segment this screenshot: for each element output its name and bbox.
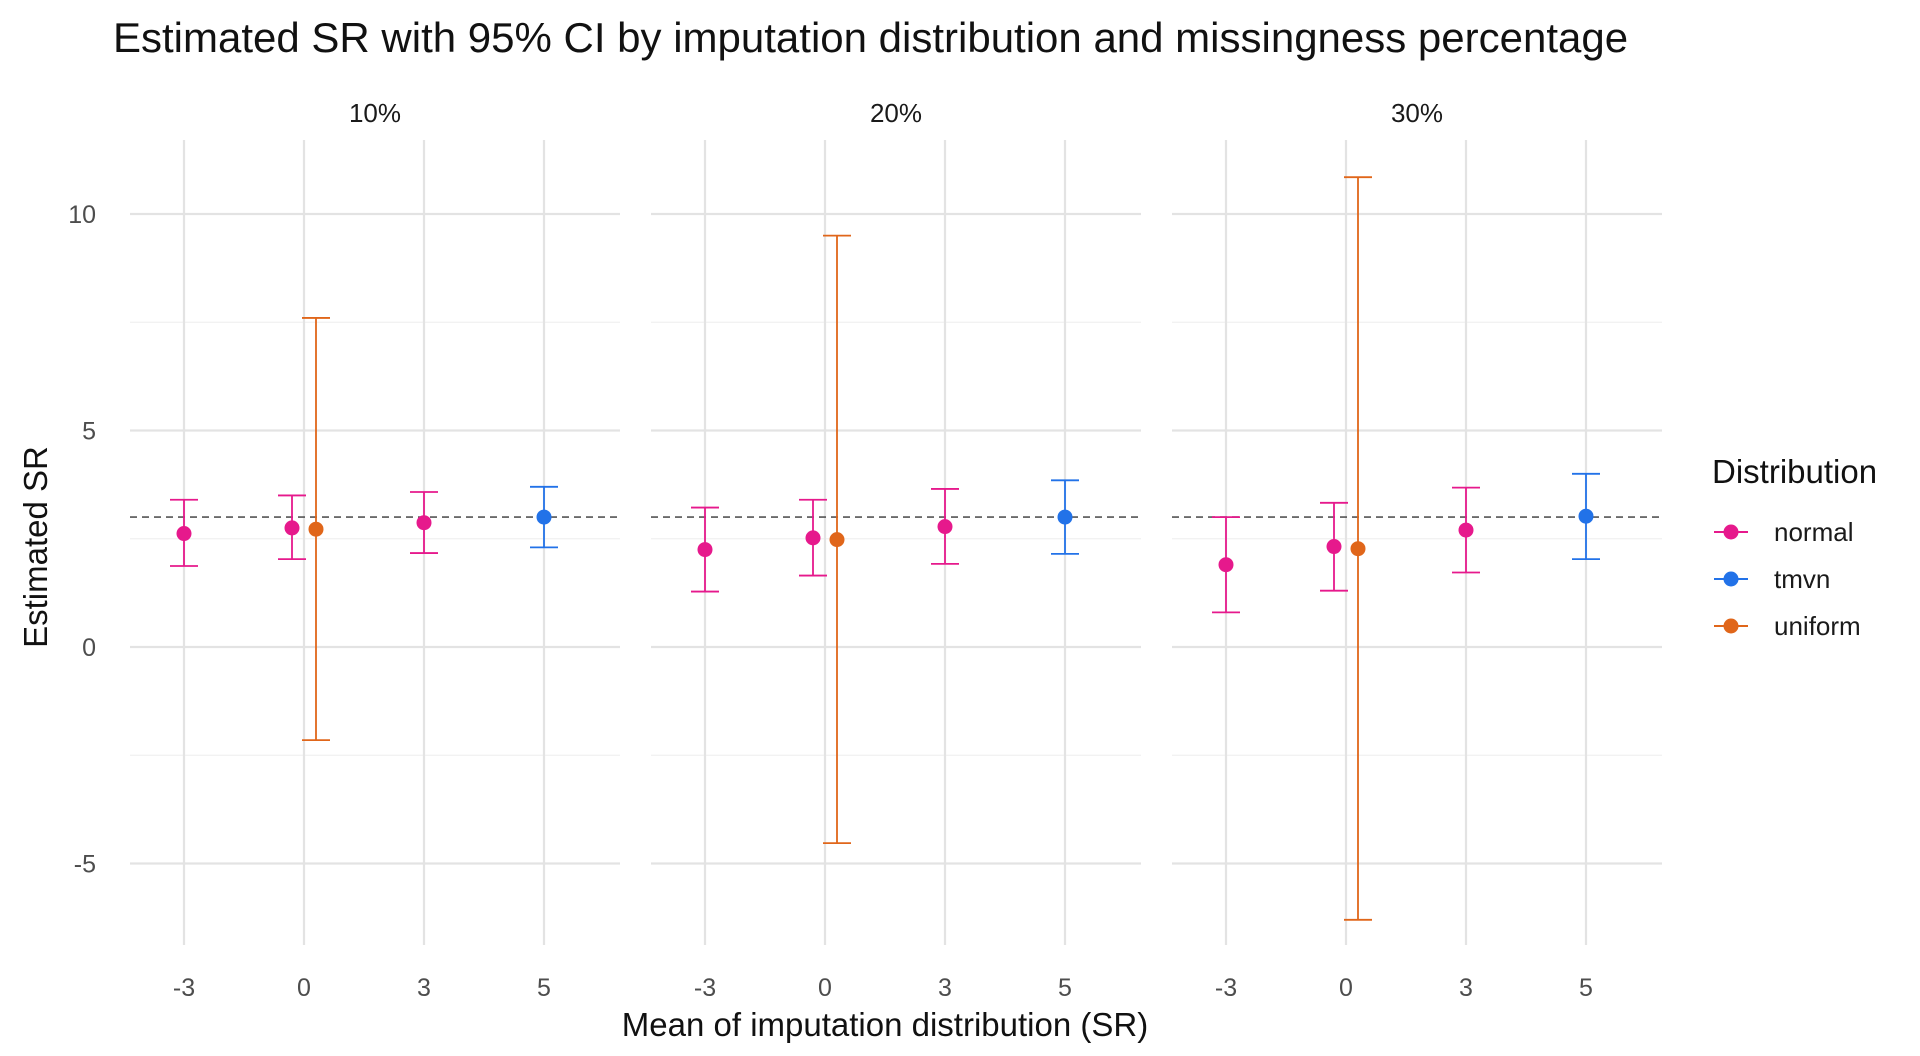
data-point (1326, 539, 1342, 555)
x-tick-label: -3 (173, 974, 195, 1002)
y-axis-ticks: -5 0 5 10 (68, 201, 96, 879)
x-tick-label: 0 (1339, 974, 1353, 1002)
data-point (308, 521, 324, 537)
x-tick-label: 0 (297, 974, 311, 1002)
data-point (536, 509, 552, 525)
x-tick-label: 3 (1459, 974, 1473, 1002)
y-tick-label: -5 (74, 851, 96, 879)
facet-label: 30% (1391, 98, 1443, 128)
legend-entry: normal (1714, 517, 1853, 547)
x-tick-label: 3 (938, 974, 952, 1002)
facet-panel: -3 0 3 5 10% (130, 98, 620, 1002)
x-tick-label: 0 (818, 974, 832, 1002)
chart-title: Estimated SR with 95% CI by imputation d… (113, 14, 1628, 61)
legend-key-point (1723, 618, 1739, 634)
legend-key-point (1723, 524, 1739, 540)
data-point (1578, 508, 1594, 524)
x-tick-label: 3 (417, 974, 431, 1002)
legend: Distribution normal tmvn uniform (1712, 453, 1877, 641)
legend-label: normal (1774, 517, 1853, 547)
data-point (937, 519, 953, 535)
y-tick-label: 0 (82, 634, 96, 662)
legend-entry: uniform (1714, 611, 1861, 641)
legend-title: Distribution (1712, 453, 1877, 490)
data-point (1218, 557, 1234, 573)
data-point (1350, 541, 1366, 557)
facet-label: 20% (870, 98, 922, 128)
x-tick-label: -3 (1215, 974, 1237, 1002)
legend-label: tmvn (1774, 564, 1830, 594)
x-tick-label: 5 (1579, 974, 1593, 1002)
data-point (697, 542, 713, 558)
y-axis-title: Estimated SR (17, 446, 54, 648)
legend-key-point (1723, 571, 1739, 587)
data-point (416, 515, 432, 531)
y-tick-label: 5 (82, 418, 96, 446)
x-axis-title: Mean of imputation distribution (SR) (622, 1006, 1148, 1043)
legend-label: uniform (1774, 611, 1861, 641)
data-point (284, 520, 300, 536)
facet-panel: -3 0 3 5 30% (1172, 98, 1662, 1002)
data-point (1057, 509, 1073, 525)
y-tick-label: 10 (68, 201, 96, 229)
facet-label: 10% (349, 98, 401, 128)
x-tick-label: 5 (537, 974, 551, 1002)
facet-panels: -3 0 3 5 10% -3 0 3 5 20% -3 0 3 5 30% (130, 98, 1662, 1002)
x-tick-label: 5 (1058, 974, 1072, 1002)
facet-panel: -3 0 3 5 20% (651, 98, 1141, 1002)
data-point (805, 530, 821, 546)
x-tick-label: -3 (694, 974, 716, 1002)
legend-entry: tmvn (1714, 564, 1830, 594)
data-point (1458, 522, 1474, 538)
data-point (829, 532, 845, 548)
data-point (176, 526, 192, 542)
